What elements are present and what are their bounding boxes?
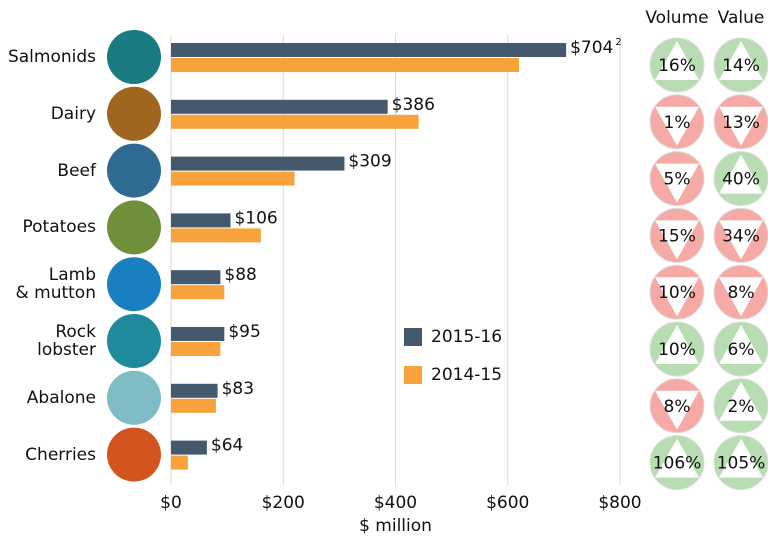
- bar: [171, 270, 220, 284]
- change-label: 14%: [722, 56, 760, 76]
- change-label: 2%: [728, 397, 755, 417]
- data-label: $64: [211, 436, 243, 456]
- bar: [171, 285, 224, 299]
- category-icon: [107, 30, 161, 84]
- category-label: Rock lobster: [0, 323, 96, 359]
- data-label: $106: [234, 208, 277, 228]
- chart: $0 $200 $400 $600 $800 $ million $7042 $386 $309…: [0, 0, 768, 537]
- bar: [171, 115, 419, 129]
- bar: [171, 228, 261, 242]
- category-icon: [107, 200, 161, 254]
- category-icon: [107, 314, 161, 368]
- legend-swatch: [404, 328, 422, 346]
- data-label: $95: [228, 322, 260, 342]
- bar: [171, 327, 224, 341]
- data-label: $386: [392, 95, 435, 115]
- change-label: 40%: [722, 170, 760, 190]
- bar: [171, 384, 218, 398]
- data-label: $309: [348, 152, 391, 172]
- bar: [171, 441, 207, 455]
- bar: [171, 43, 566, 57]
- column-header: Value: [718, 8, 765, 28]
- footnote-mark: 2: [615, 37, 621, 48]
- category-label: Dairy: [0, 105, 96, 123]
- change-label: 106%: [653, 454, 702, 474]
- category-label: Abalone: [0, 389, 96, 407]
- column-header: Volume: [645, 8, 708, 28]
- change-label: 1%: [664, 113, 691, 133]
- x-tick-label: $800: [598, 493, 641, 513]
- x-tick-label: $200: [262, 493, 305, 513]
- change-label: 5%: [664, 170, 691, 190]
- data-label: $83: [222, 379, 254, 399]
- change-label: 34%: [722, 226, 760, 246]
- bar: [171, 58, 519, 72]
- change-label: 13%: [722, 113, 760, 133]
- legend-label: 2014-15: [431, 365, 502, 385]
- category-icon: [107, 257, 161, 311]
- bar: [171, 456, 188, 470]
- x-tick-label: $600: [486, 493, 529, 513]
- change-label: 10%: [658, 283, 696, 303]
- data-label: $704: [570, 38, 613, 58]
- bar: [171, 213, 230, 227]
- bar: [171, 157, 344, 171]
- category-icon: [107, 87, 161, 141]
- bar: [171, 399, 216, 413]
- category-label: Beef: [0, 162, 96, 180]
- category-label: Potatoes: [0, 218, 96, 236]
- x-tick-label: $0: [160, 493, 182, 513]
- category-icon: [107, 144, 161, 198]
- legend-swatch: [404, 366, 422, 384]
- change-label: 8%: [728, 283, 755, 303]
- legend-label: 2015-16: [431, 327, 502, 347]
- x-axis-label: $ million: [359, 516, 432, 536]
- change-label: 16%: [658, 56, 696, 76]
- category-icon: [107, 371, 161, 425]
- bar: [171, 342, 220, 356]
- bar: [171, 100, 388, 114]
- category-icon: [107, 428, 161, 482]
- change-label: 15%: [658, 226, 696, 246]
- x-tick-label: $400: [374, 493, 417, 513]
- change-label: 10%: [658, 340, 696, 360]
- change-label: 6%: [728, 340, 755, 360]
- category-label: Cherries: [0, 446, 96, 464]
- change-label: 105%: [717, 454, 766, 474]
- bar: [171, 172, 294, 186]
- page: $0 $200 $400 $600 $800 $ million $7042 $386 $309…: [0, 0, 768, 537]
- change-label: 8%: [664, 397, 691, 417]
- category-label: Salmonids: [0, 48, 96, 66]
- data-label: $88: [224, 265, 256, 285]
- category-label: Lamb & mutton: [0, 266, 96, 302]
